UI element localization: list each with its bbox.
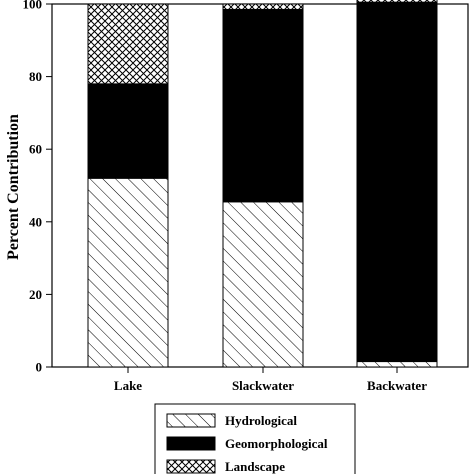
x-category-label: Backwater — [367, 378, 427, 393]
legend: Hydrological Geomorphological Landscape — [154, 403, 356, 474]
y-tick-label: 0 — [36, 360, 43, 375]
bar-segment-geomorphological — [87, 83, 169, 179]
bar-segment-geomorphological — [356, 1, 438, 363]
y-tick-label: 40 — [29, 214, 42, 229]
bar-segment-landscape — [356, 0, 438, 3]
y-tick-label: 100 — [23, 0, 43, 12]
legend-label: Hydrological — [225, 413, 297, 428]
legend-label: Geomorphological — [225, 436, 328, 451]
x-category-label: Lake — [114, 378, 142, 393]
bar-segment-hydrological — [222, 201, 304, 368]
legend-swatch — [166, 413, 216, 428]
bar-segment-hydrological — [356, 361, 438, 368]
bars — [87, 0, 438, 368]
bar-segment-geomorphological — [222, 8, 304, 203]
y-tick-label: 60 — [29, 142, 42, 157]
legend-swatch — [166, 459, 216, 474]
y-axis-ticks: 0 20 40 60 80 100 — [23, 0, 52, 375]
y-tick-label: 80 — [29, 69, 42, 84]
y-axis-title: Percent Contribution — [5, 114, 22, 260]
bar-segment-landscape — [87, 3, 169, 85]
y-tick-label: 20 — [29, 287, 42, 302]
x-category-label: Slackwater — [232, 378, 294, 393]
legend-label: Landscape — [225, 459, 285, 474]
bar-segment-landscape — [222, 3, 304, 10]
legend-swatch — [166, 436, 216, 451]
x-axis-labels: Lake Slackwater Backwater — [114, 367, 427, 393]
bar-segment-hydrological — [87, 177, 169, 368]
